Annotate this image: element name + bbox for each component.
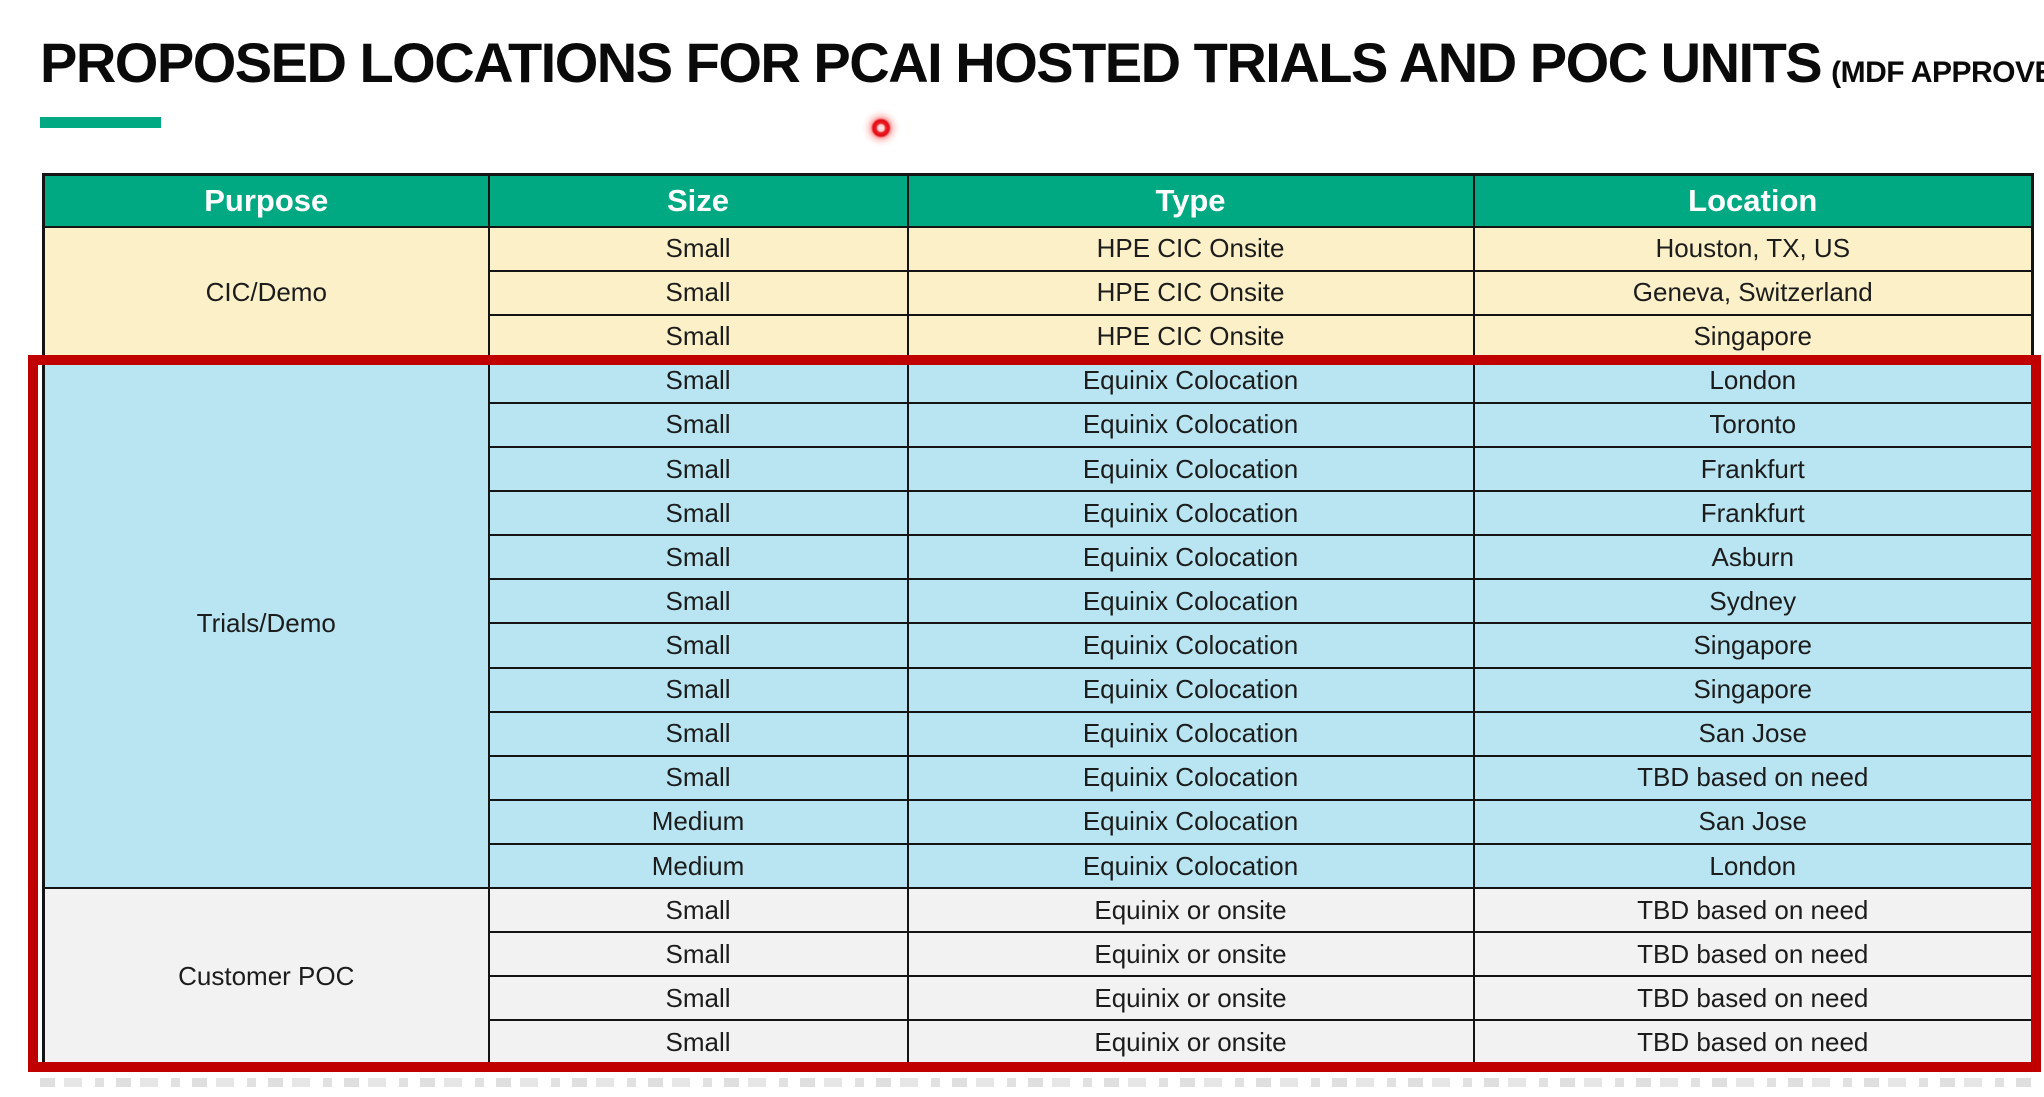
type-cell: Equinix or onsite: [906, 931, 1475, 978]
size-cell: Small: [487, 887, 909, 934]
locations-table: Purpose Size Type Location CIC/Demo Small HPE…: [42, 173, 2034, 1067]
type-cell: HPE CIC Onsite: [906, 269, 1475, 316]
location-cell: Singapore: [1472, 313, 2034, 360]
title-accent-bar: [40, 117, 161, 128]
column-header-size: Size: [487, 173, 909, 228]
laser-pointer-dot: [861, 108, 901, 148]
table-row: Small Equinix Colocation Frankfurt: [44, 446, 2034, 493]
table-body: CIC/Demo Small HPE CIC Onsite Houston, TX, …: [42, 225, 2034, 1067]
size-cell: Small: [487, 357, 909, 404]
size-cell: Small: [487, 931, 909, 978]
type-cell: Equinix Colocation: [906, 446, 1475, 493]
type-cell: HPE CIC Onsite: [906, 313, 1475, 360]
page-title: PROPOSED LOCATIONS FOR PCAI HOSTED TRIAL…: [40, 31, 2044, 94]
table-row: Small Equinix Colocation Sydney: [44, 578, 2034, 625]
location-cell: Frankfurt: [1472, 446, 2034, 493]
location-cell: TBD based on need: [1472, 931, 2034, 978]
type-cell: Equinix Colocation: [906, 622, 1475, 669]
title-qualifier: (MDF APPROVED): [1831, 56, 2044, 89]
type-cell: Equinix Colocation: [906, 534, 1475, 581]
size-cell: Small: [487, 534, 909, 581]
size-cell: Small: [487, 975, 909, 1022]
size-cell: Small: [487, 269, 909, 316]
type-cell: HPE CIC Onsite: [906, 225, 1475, 272]
size-cell: Medium: [487, 843, 909, 890]
table-row: Small Equinix Colocation TBD based on need: [44, 754, 2034, 801]
type-cell: Equinix Colocation: [906, 710, 1475, 757]
location-cell: San Jose: [1472, 710, 2034, 757]
size-cell: Small: [487, 754, 909, 801]
table-row: Small Equinix Colocation Singapore: [44, 666, 2034, 713]
purpose-cell-customer-poc: Customer POC: [42, 887, 490, 1067]
purpose-cell-trials-demo: Trials/Demo: [42, 357, 490, 890]
header-row: Purpose Size Type Location: [42, 173, 2034, 228]
location-cell: Geneva, Switzerland: [1472, 269, 2034, 316]
location-cell: London: [1472, 357, 2034, 404]
location-cell: TBD based on need: [1472, 887, 2034, 934]
table-row: Small HPE CIC Onsite Singapore: [44, 313, 2034, 360]
location-cell: Asburn: [1472, 534, 2034, 581]
cropped-text-artifact: [40, 1078, 2032, 1087]
table-row: Small HPE CIC Onsite Geneva, Switzerland: [44, 269, 2034, 316]
type-cell: Equinix Colocation: [906, 843, 1475, 890]
location-cell: TBD based on need: [1472, 1019, 2034, 1067]
size-cell: Small: [487, 401, 909, 449]
table-row: Small Equinix Colocation San Jose: [44, 710, 2034, 757]
location-cell: TBD based on need: [1472, 975, 2034, 1022]
size-cell: Small: [487, 710, 909, 757]
column-header-type: Type: [906, 173, 1475, 228]
page-title-text: PROPOSED LOCATIONS FOR PCAI HOSTED TRIAL…: [40, 31, 1823, 94]
type-cell: Equinix Colocation: [906, 666, 1475, 713]
size-cell: Small: [487, 1019, 909, 1067]
table-row: Medium Equinix Colocation London: [44, 843, 2034, 890]
location-cell: TBD based on need: [1472, 754, 2034, 801]
location-cell: London: [1472, 843, 2034, 890]
table-row: CIC/Demo Small HPE CIC Onsite Houston, TX, …: [42, 225, 2034, 360]
table-row: Small Equinix or onsite TBD based on need: [44, 931, 2034, 978]
column-header-purpose: Purpose: [42, 173, 490, 228]
location-cell: Sydney: [1472, 578, 2034, 625]
type-cell: Equinix or onsite: [906, 975, 1475, 1022]
type-cell: Equinix Colocation: [906, 357, 1475, 404]
table-row: Medium Equinix Colocation San Jose: [44, 798, 2034, 846]
type-cell: Equinix Colocation: [906, 490, 1475, 537]
type-cell: Equinix Colocation: [906, 798, 1475, 846]
table-row: Small Equinix Colocation Singapore: [44, 622, 2034, 669]
size-cell: Small: [487, 446, 909, 493]
location-cell: Singapore: [1472, 622, 2034, 669]
location-cell: Singapore: [1472, 666, 2034, 713]
size-cell: Small: [487, 622, 909, 669]
size-cell: Small: [487, 225, 909, 272]
location-cell: Toronto: [1472, 401, 2034, 449]
purpose-cell-cic-demo: CIC/Demo: [42, 225, 490, 360]
size-cell: Medium: [487, 798, 909, 846]
table-row: Trials/Demo Small Equinix Colocation London: [42, 357, 2034, 890]
type-cell: Equinix Colocation: [906, 401, 1475, 449]
location-cell: Frankfurt: [1472, 490, 2034, 537]
type-cell: Equinix or onsite: [906, 887, 1475, 934]
size-cell: Small: [487, 578, 909, 625]
location-cell: Houston, TX, US: [1472, 225, 2034, 272]
type-cell: Equinix or onsite: [906, 1019, 1475, 1067]
type-cell: Equinix Colocation: [906, 754, 1475, 801]
column-header-location: Location: [1472, 173, 2034, 228]
table-row: Customer POC Small Equinix or onsite TBD ba…: [42, 887, 2034, 1067]
table-row: Small Equinix Colocation Toronto: [44, 401, 2034, 449]
type-cell: Equinix Colocation: [906, 578, 1475, 625]
size-cell: Small: [487, 313, 909, 360]
table-row: Small Equinix Colocation Frankfurt: [44, 490, 2034, 537]
table-row: Small Equinix Colocation Asburn: [44, 534, 2034, 581]
table-row: Small Equinix or onsite TBD based on need: [44, 975, 2034, 1022]
location-cell: San Jose: [1472, 798, 2034, 846]
size-cell: Small: [487, 666, 909, 713]
size-cell: Small: [487, 490, 909, 537]
